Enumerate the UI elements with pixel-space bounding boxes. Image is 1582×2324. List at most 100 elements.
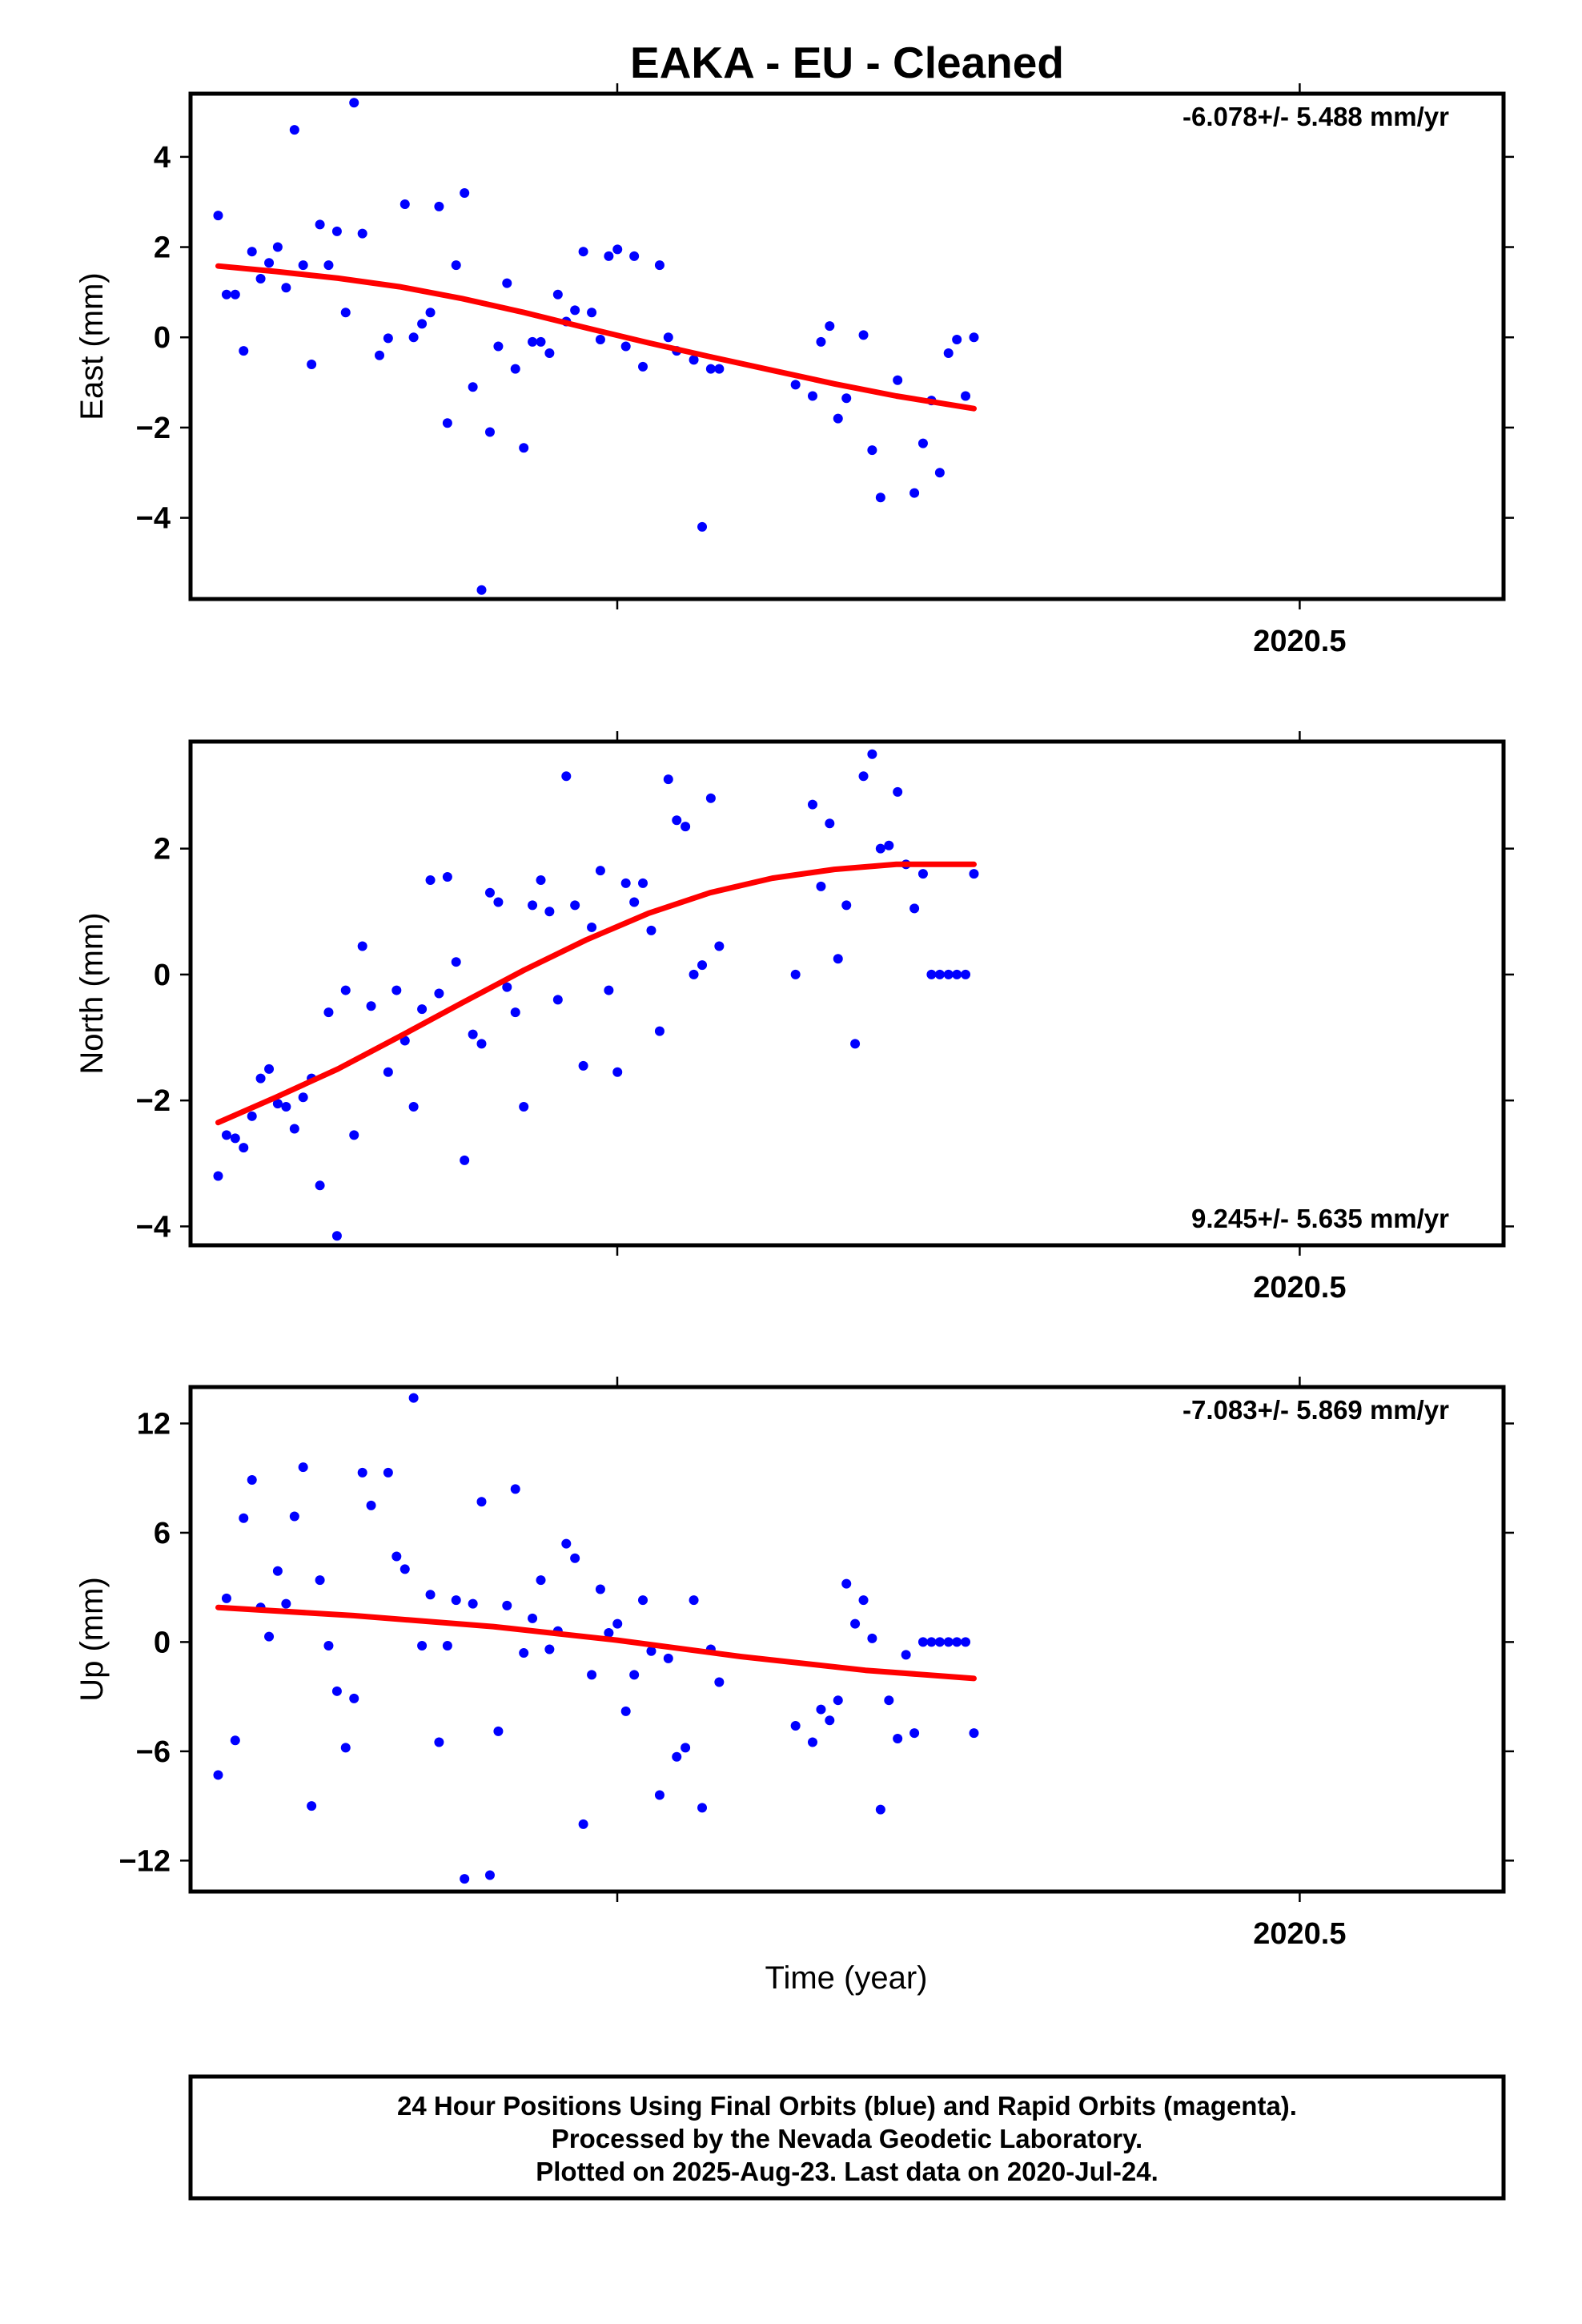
- figure-title: EAKA - EU - Cleaned: [630, 38, 1064, 87]
- east-data-point: [638, 361, 648, 372]
- north-data-point: [247, 1111, 257, 1121]
- east-data-point: [281, 283, 291, 293]
- east-y-tick-label: 2: [154, 231, 171, 265]
- east-data-point: [408, 332, 419, 343]
- east-y-tick-label: 0: [154, 321, 171, 355]
- north-data-point: [213, 1171, 223, 1181]
- north-data-point: [714, 941, 725, 951]
- east-data-point: [400, 199, 410, 210]
- east-data-point: [425, 308, 436, 318]
- east-data-point: [247, 247, 257, 257]
- north-data-point: [230, 1133, 240, 1144]
- up-data-point: [281, 1598, 291, 1609]
- up-data-point: [400, 1564, 410, 1574]
- north-data-point: [884, 840, 894, 850]
- up-data-point: [893, 1733, 903, 1743]
- up-data-point: [340, 1743, 351, 1753]
- east-data-point: [460, 187, 470, 198]
- up-data-point: [315, 1575, 325, 1586]
- north-data-point: [552, 995, 563, 1005]
- north-data-point: [578, 1060, 588, 1071]
- up-data-point: [528, 1613, 538, 1623]
- north-y-tick-label: −2: [136, 1084, 171, 1118]
- up-data-point: [909, 1728, 920, 1739]
- east-data-point: [909, 488, 920, 498]
- north-data-point: [468, 1029, 478, 1039]
- east-data-point: [841, 393, 852, 404]
- up-data-point: [213, 1770, 223, 1780]
- up-data-point: [544, 1644, 555, 1655]
- east-data-point: [349, 98, 359, 108]
- east-data-point: [264, 258, 275, 268]
- up-data-point: [442, 1640, 452, 1651]
- up-data-point: [502, 1600, 512, 1610]
- up-data-point: [425, 1590, 436, 1600]
- north-data-point: [366, 1001, 376, 1011]
- north-data-point: [425, 875, 436, 885]
- north-data-point: [917, 869, 928, 879]
- east-data-point: [255, 273, 266, 283]
- north-data-point: [383, 1067, 393, 1077]
- east-data-point: [578, 247, 588, 257]
- east-y-axis-label: East (mm): [74, 272, 110, 420]
- north-data-point: [654, 1026, 665, 1036]
- north-data-point: [289, 1124, 299, 1134]
- up-data-point: [247, 1474, 257, 1485]
- up-data-point: [926, 1637, 937, 1647]
- north-data-point: [221, 1130, 231, 1140]
- north-frame: [188, 739, 1506, 1248]
- east-data-point: [434, 201, 444, 211]
- east-data-point: [620, 341, 631, 352]
- north-data-point: [417, 1004, 428, 1015]
- north-panel: 2 0 −2 −4 2020.5 9.245+/- 5.635 mm/yr North (m…: [74, 731, 1514, 1305]
- up-x-tick-label: 2020.5: [1253, 1917, 1346, 1951]
- north-data-point: [434, 988, 444, 999]
- east-data-point: [705, 364, 716, 374]
- north-data-point: [570, 900, 580, 911]
- east-y-tick-label: −4: [136, 502, 171, 536]
- east-data-point: [816, 336, 826, 347]
- north-data-point: [451, 957, 461, 967]
- east-data-point: [375, 350, 385, 360]
- up-data-point: [476, 1497, 487, 1507]
- up-data-point: [681, 1743, 691, 1753]
- east-data-point: [476, 585, 487, 595]
- up-data-point: [307, 1801, 317, 1811]
- north-data-point: [264, 1063, 275, 1074]
- north-data-point: [689, 969, 699, 979]
- east-data-point: [519, 443, 529, 453]
- east-data-point: [697, 521, 708, 532]
- north-data-point: [790, 969, 801, 979]
- up-data-point: [850, 1618, 861, 1629]
- east-data-point: [221, 289, 231, 300]
- north-data-point: [909, 903, 920, 914]
- east-data-point: [383, 333, 393, 344]
- up-data-point: [510, 1484, 520, 1494]
- up-y-tick-label: 6: [154, 1517, 171, 1550]
- up-data-point: [952, 1637, 962, 1647]
- up-data-point: [536, 1575, 546, 1586]
- up-data-point: [969, 1728, 979, 1739]
- east-data-point: [239, 346, 249, 356]
- up-y-tick-label: 12: [137, 1407, 171, 1441]
- up-data-point: [587, 1670, 597, 1680]
- up-data-point: [629, 1670, 640, 1680]
- footer-line-2: Processed by the Nevada Geodetic Laborat…: [552, 2124, 1142, 2153]
- up-data-point: [595, 1584, 605, 1594]
- up-data-point: [298, 1462, 308, 1473]
- north-data-point: [544, 907, 555, 917]
- up-data-point: [349, 1693, 359, 1703]
- east-data-point: [714, 364, 725, 374]
- east-x-tick-label: 2020.5: [1253, 625, 1346, 658]
- up-data-point: [620, 1706, 631, 1716]
- north-fit-line: [215, 861, 977, 1126]
- up-data-point: [468, 1598, 478, 1609]
- up-data-point: [858, 1595, 869, 1606]
- up-data-point: [451, 1595, 461, 1606]
- up-data-point: [901, 1650, 911, 1660]
- up-data-point: [519, 1648, 529, 1659]
- north-data-point: [952, 969, 962, 979]
- north-data-point: [663, 774, 673, 785]
- north-data-point: [841, 900, 852, 911]
